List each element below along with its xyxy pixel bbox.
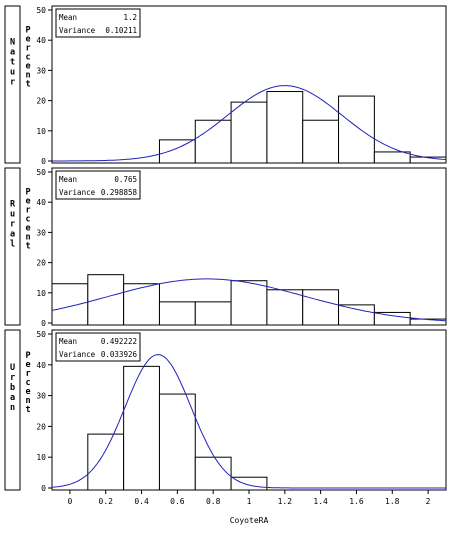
stats-box	[55, 8, 141, 38]
mean-label: Mean	[59, 13, 77, 22]
mean-value: 1.2	[123, 13, 137, 22]
x-tick-label: 0.4	[134, 497, 149, 506]
histogram-bar	[230, 280, 268, 326]
histogram-bar	[230, 101, 268, 164]
histogram-bar	[266, 91, 304, 164]
group-strip	[4, 329, 21, 491]
y-tick-label: 10	[36, 289, 46, 298]
histogram-bar	[194, 301, 232, 326]
y-tick-label: 30	[36, 392, 46, 401]
histogram-bar	[51, 283, 89, 326]
x-tick-label: 1	[247, 497, 252, 506]
histogram-bar	[194, 456, 232, 491]
histogram-bar	[302, 289, 340, 326]
y-tick-label: 50	[36, 6, 46, 15]
histogram-bar	[123, 283, 160, 326]
variance-label: Variance	[59, 350, 96, 359]
y-tick-label: 40	[36, 361, 46, 370]
y-tick-label: 0	[41, 319, 46, 328]
mean-label: Mean	[59, 175, 77, 184]
x-tick-label: 1.8	[385, 497, 400, 506]
histogram-bar	[409, 156, 447, 164]
y-tick-label: 20	[36, 259, 46, 268]
x-axis-label: CoyoteRA	[230, 516, 269, 525]
y-tick-label: 50	[36, 168, 46, 177]
histogram-bar	[338, 304, 375, 326]
variance-label: Variance	[59, 26, 96, 35]
y-tick-label: 30	[36, 228, 46, 237]
y-tick-label: 40	[36, 198, 46, 207]
y-tick-label: 20	[36, 422, 46, 431]
histogram-bar	[266, 289, 304, 326]
histogram-bar	[194, 119, 232, 164]
histogram-bar	[373, 311, 411, 326]
x-tick-label: 0	[67, 497, 72, 506]
histogram-bar	[409, 318, 447, 326]
group-strip	[4, 167, 21, 326]
histogram-bar	[158, 301, 196, 326]
stats-box	[55, 170, 141, 200]
y-tick-label: 20	[36, 97, 46, 106]
y-tick-label: 50	[36, 330, 46, 339]
y-tick-label: 40	[36, 36, 46, 45]
mean-value: 0.492222	[101, 337, 137, 346]
variance-value: 0.033926	[101, 350, 138, 359]
x-tick-label: 0.8	[206, 497, 221, 506]
histogram-bar	[302, 119, 340, 164]
histogram-bar	[230, 476, 268, 491]
x-tick-label: 0.6	[170, 497, 185, 506]
x-tick-label: 1.6	[349, 497, 364, 506]
stats-box	[55, 332, 141, 362]
histogram-bar	[158, 393, 196, 491]
histogram-bar	[123, 365, 160, 491]
y-tick-label: 0	[41, 157, 46, 166]
x-tick-label: 0.2	[99, 497, 114, 506]
histogram-bar	[158, 139, 196, 164]
variance-value: 0.10211	[105, 26, 137, 35]
variance-value: 0.298858	[101, 188, 138, 197]
normal-curve	[52, 85, 447, 162]
y-tick-label: 30	[36, 66, 46, 75]
mean-label: Mean	[59, 337, 77, 346]
normal-curve	[51, 354, 446, 489]
x-tick-label: 2	[426, 497, 431, 506]
group-strip	[4, 5, 21, 164]
mean-value: 0.765	[114, 175, 137, 184]
histogram-bar	[87, 274, 125, 326]
x-tick-label: 1.4	[313, 497, 328, 506]
normal-curve	[51, 278, 447, 322]
y-tick-label: 10	[36, 127, 46, 136]
y-tick-label: 10	[36, 453, 46, 462]
x-tick-label: 1.2	[278, 497, 293, 506]
histogram-bar	[373, 151, 411, 164]
histogram-bar	[338, 95, 375, 164]
y-tick-label: 0	[41, 484, 46, 493]
histogram-bar	[87, 433, 125, 491]
variance-label: Variance	[59, 188, 96, 197]
